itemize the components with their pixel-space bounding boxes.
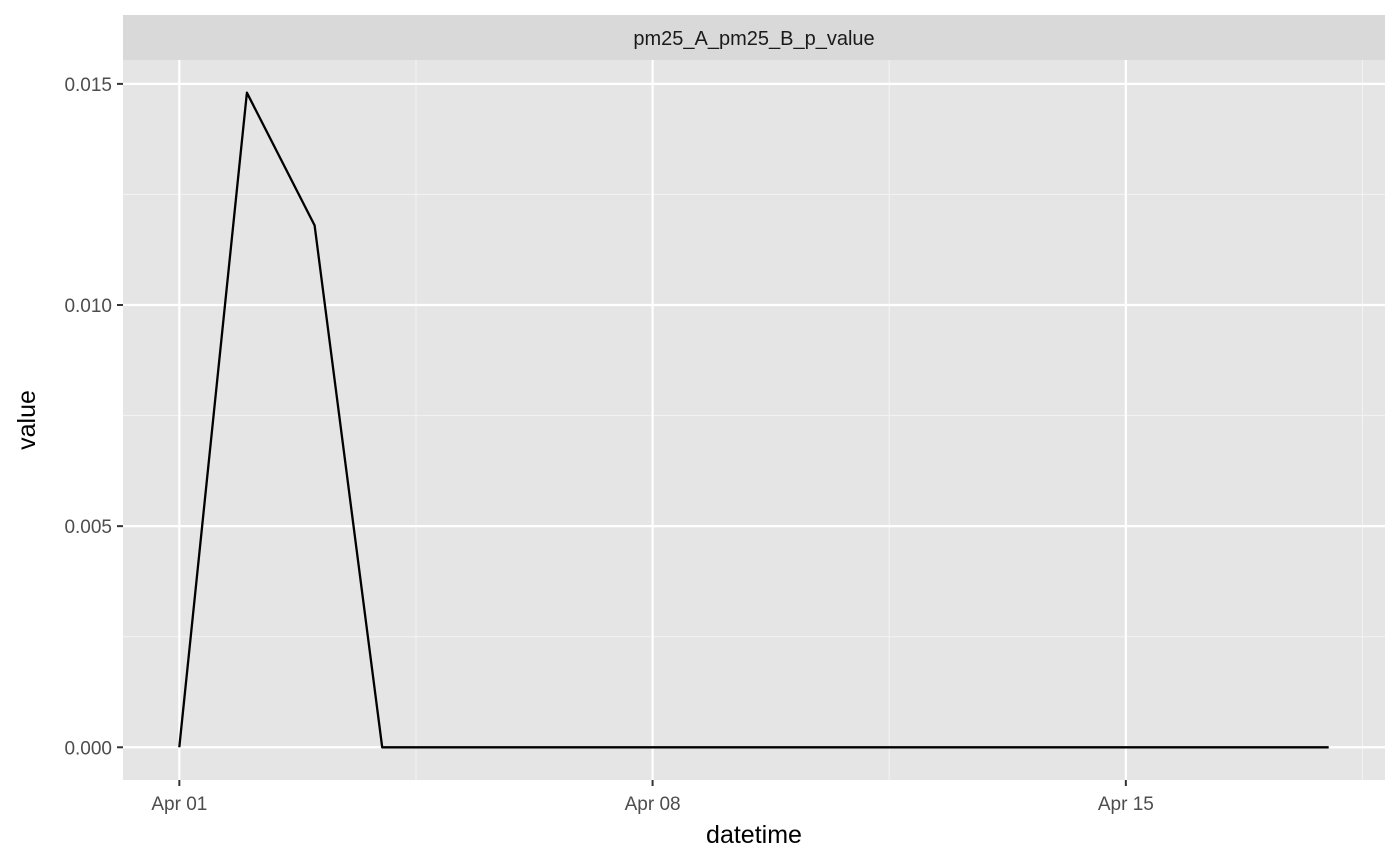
y-tick-label: 0.000: [64, 738, 112, 759]
y-axis: 0.000 0.005 0.010 0.015: [64, 75, 123, 759]
strip-background: [123, 15, 1385, 60]
data-line: [178, 91, 1329, 749]
y-tick-label: 0.005: [64, 517, 112, 538]
x-tick-label: Apr 08: [625, 794, 681, 815]
y-axis-title: value: [13, 390, 41, 450]
minor-gridlines: [123, 60, 1385, 780]
x-axis-title: datetime: [706, 821, 802, 849]
plot-panel: [123, 60, 1385, 780]
y-tick-label: 0.015: [64, 75, 112, 96]
x-axis: Apr 01 Apr 08 Apr 15: [151, 780, 1154, 815]
y-tick-label: 0.010: [64, 296, 112, 317]
x-tick-label: Apr 15: [1098, 794, 1154, 815]
facet-strip-label: pm25_A_pm25_B_p_value: [633, 28, 874, 50]
x-tick-label: Apr 01: [151, 794, 207, 815]
